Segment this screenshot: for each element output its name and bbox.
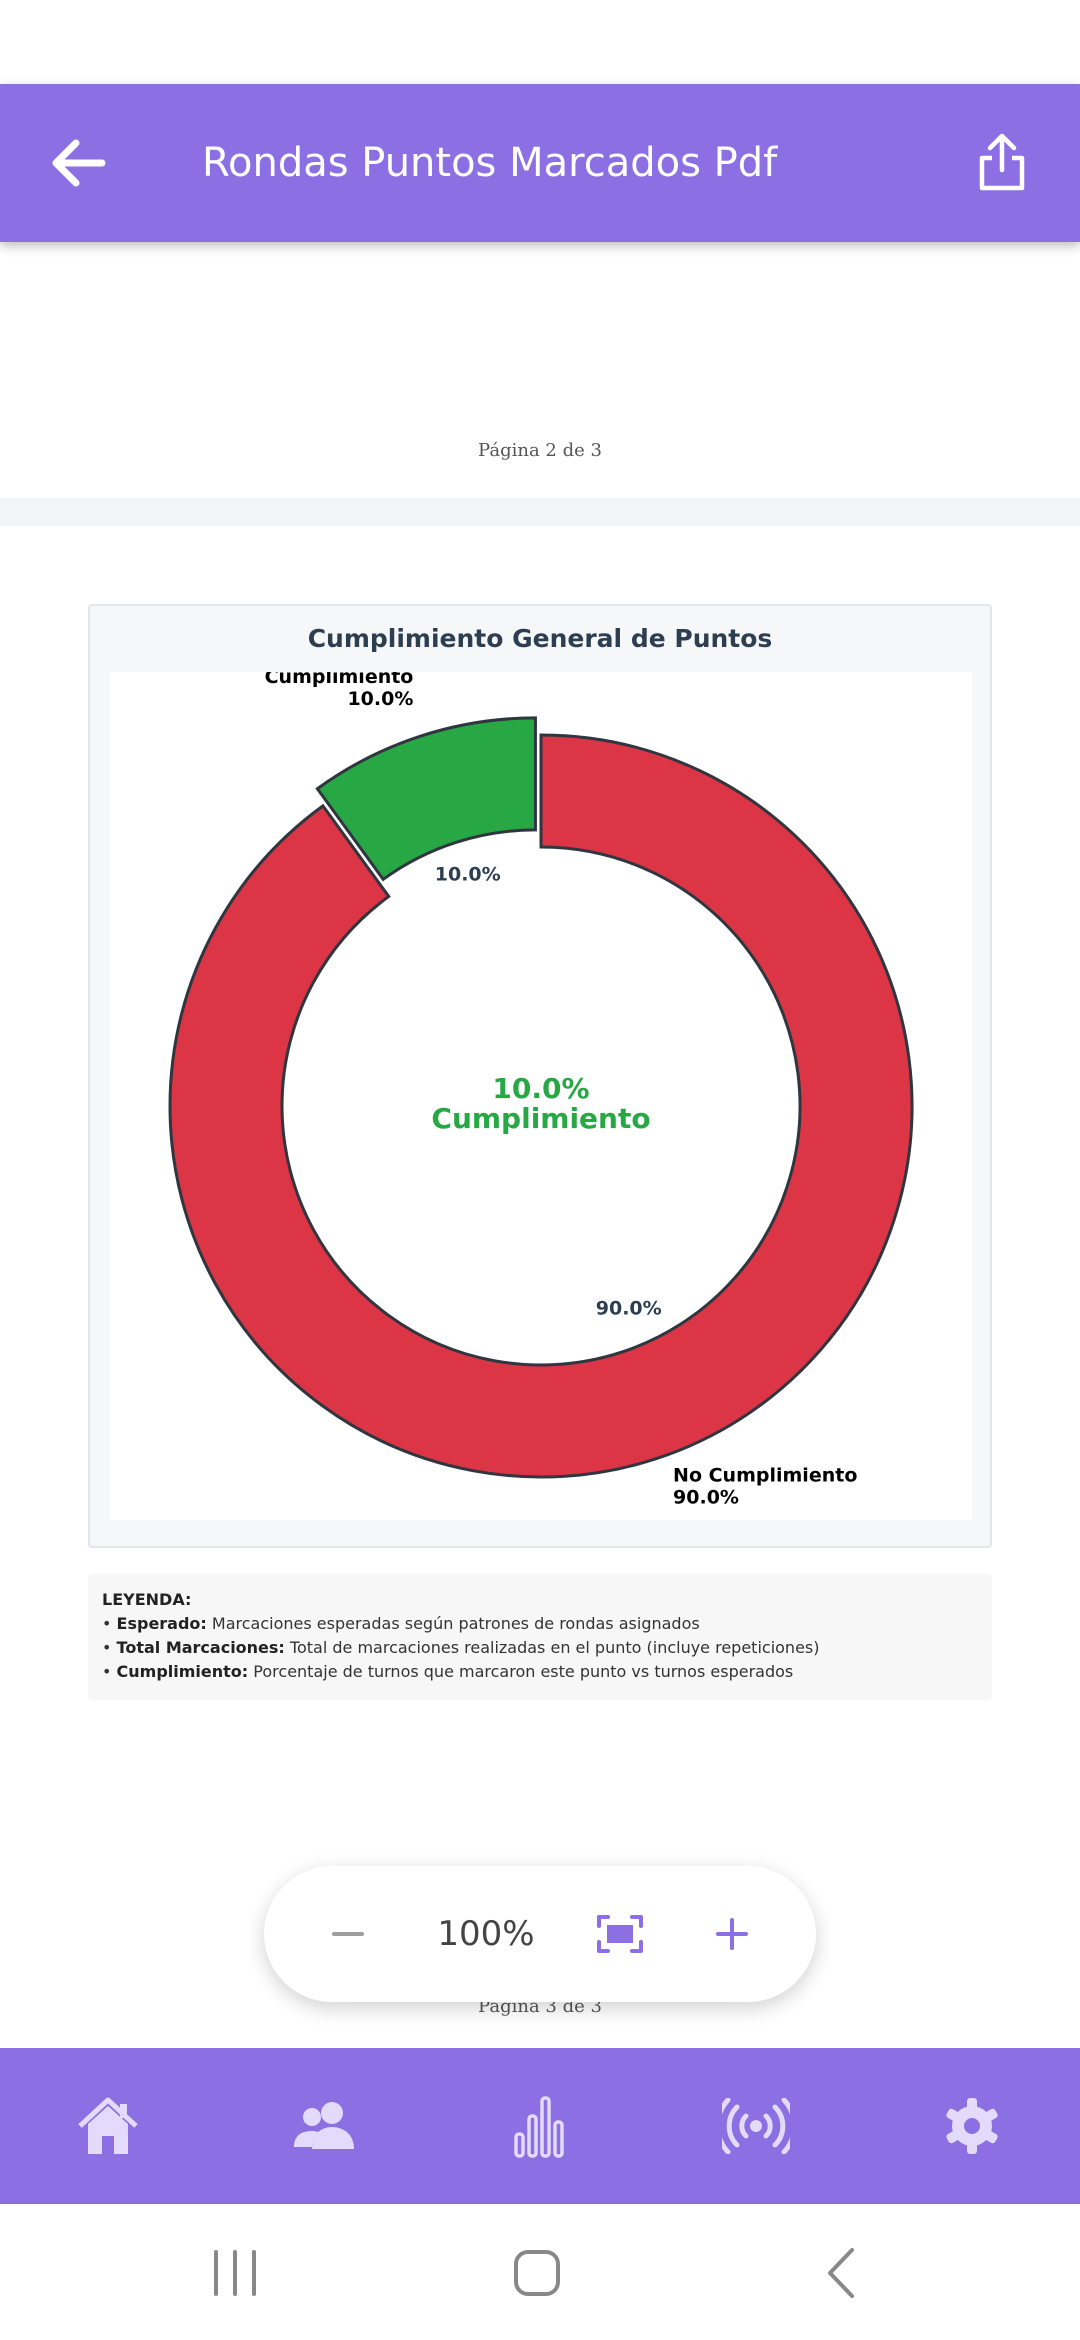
arrow-left-icon[interactable] xyxy=(44,128,114,198)
donut-center-label: 10.0% xyxy=(492,1072,589,1105)
legend-item: • Cumplimiento: Porcentaje de turnos que… xyxy=(102,1662,794,1681)
page-title: Rondas Puntos Marcados Pdf xyxy=(202,140,778,186)
slice-name-label: No Cumplimiento xyxy=(673,1465,857,1487)
plus-icon[interactable] xyxy=(692,1894,772,1974)
slice-pct-label: 90.0% xyxy=(596,1297,662,1319)
slice-outer-pct-label: 10.0% xyxy=(347,688,413,710)
home-button-icon[interactable] xyxy=(502,2238,572,2308)
recent-apps-icon[interactable] xyxy=(200,2238,270,2308)
broadcast-icon[interactable] xyxy=(712,2082,800,2170)
slice-name-label: Cumplimiento xyxy=(265,672,414,688)
page-footer: Página 2 de 3 xyxy=(478,440,602,461)
app-bar: Rondas Puntos Marcados Pdf xyxy=(0,84,1080,242)
slice-pct-label: 10.0% xyxy=(435,863,501,885)
gear-icon[interactable] xyxy=(928,2082,1016,2170)
page-separator xyxy=(0,498,1080,526)
fit-screen-icon[interactable] xyxy=(580,1894,660,1974)
chart-area: 10.0% Cumplimiento 10.0% 90.0% No Cumplimien… xyxy=(110,672,972,1520)
pie-slice-cumplimiento xyxy=(315,716,537,882)
system-nav-bar xyxy=(0,2204,1080,2340)
zoom-level: 100% xyxy=(437,1914,535,1954)
chart-title: Cumplimiento General de Puntos xyxy=(307,624,773,653)
legend-box: LEYENDA: • Esperado: Marcaciones esperad… xyxy=(88,1574,992,1700)
home-icon[interactable] xyxy=(64,2082,152,2170)
users-icon[interactable] xyxy=(280,2082,368,2170)
bottom-nav xyxy=(0,2048,1080,2204)
bar-chart-icon[interactable] xyxy=(496,2082,584,2170)
share-icon[interactable] xyxy=(970,130,1034,194)
pdf-viewer[interactable]: Página 2 de 3 Cumplimiento General de Pu… xyxy=(0,242,1080,2048)
slice-outer-pct-label: 90.0% xyxy=(673,1487,739,1509)
zoom-controls: 100% xyxy=(264,1866,816,2002)
status-bar xyxy=(0,0,1080,84)
legend-heading: LEYENDA: xyxy=(102,1590,192,1609)
donut-center-label: Cumplimiento xyxy=(431,1102,650,1135)
minus-icon[interactable] xyxy=(308,1894,388,1974)
chart-card: Cumplimiento General de Puntos 10.0% Cump… xyxy=(88,604,992,1548)
pie-slice-no-cumplimiento xyxy=(168,733,914,1479)
legend-item: • Esperado: Marcaciones esperadas según … xyxy=(102,1614,700,1633)
back-button-icon[interactable] xyxy=(808,2238,878,2308)
legend-item: • Total Marcaciones: Total de marcacione… xyxy=(102,1638,820,1657)
